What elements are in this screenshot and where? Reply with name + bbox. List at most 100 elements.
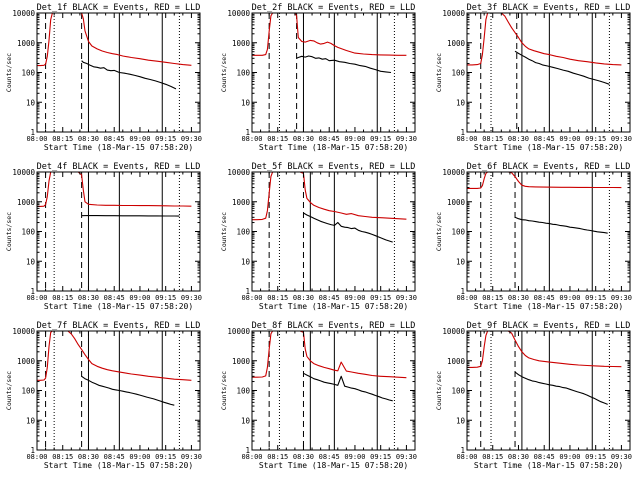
y-tick-label: 10: [456, 416, 466, 425]
y-axis-label: Counts/sec: [220, 212, 228, 251]
lld-series-line: [252, 12, 407, 56]
x-tick-label: 09:30: [181, 135, 202, 143]
x-tick-label: 08:30: [293, 135, 314, 143]
x-tick-label: 09:30: [396, 294, 417, 302]
x-tick-label: 08:15: [267, 294, 288, 302]
detector-panel-4: Det_4f BLACK = Events, RED = LLD 1 10 100 10…: [5, 162, 202, 311]
events-series-line: [514, 216, 608, 234]
y-tick-label: 100: [236, 387, 250, 396]
x-tick-label: 08:45: [534, 294, 555, 302]
x-tick-label: 09:30: [611, 294, 632, 302]
y-tick-label: 100: [21, 228, 35, 237]
y-tick-label: 1000: [232, 39, 251, 48]
y-tick-label: 10000: [12, 9, 35, 18]
x-tick-label: 08:00: [456, 294, 477, 302]
lld-series-line: [467, 330, 622, 368]
x-tick-label: 08:30: [508, 453, 529, 461]
panel-title: Det_3f BLACK = Events, RED = LLD: [467, 3, 631, 13]
x-axis-label: Start Time (18-Mar-15 07:58:20): [474, 302, 623, 311]
y-tick-label: 1: [460, 446, 465, 455]
y-tick-label: 1000: [447, 198, 466, 207]
x-tick-label: 09:00: [344, 294, 365, 302]
lld-series-line: [37, 171, 192, 207]
x-tick-label: 08:00: [241, 453, 262, 461]
y-tick-label: 10000: [227, 168, 250, 177]
panel-title: Det_9f BLACK = Events, RED = LLD: [467, 321, 631, 331]
y-tick-label: 1: [30, 287, 35, 296]
y-tick-label: 1: [245, 128, 250, 137]
y-tick-label: 10000: [442, 327, 465, 336]
y-tick-label: 10000: [227, 9, 250, 18]
x-tick-label: 08:45: [534, 453, 555, 461]
x-tick-label: 08:15: [52, 135, 73, 143]
y-tick-label: 100: [451, 69, 465, 78]
lld-series-line: [37, 330, 192, 381]
x-tick-label: 09:00: [559, 294, 580, 302]
x-axis-label: Start Time (18-Mar-15 07:58:20): [259, 143, 408, 152]
x-tick-label: 09:15: [370, 294, 391, 302]
x-tick-label: 09:15: [155, 453, 176, 461]
events-series-line: [303, 212, 393, 243]
x-tick-label: 08:15: [482, 294, 503, 302]
x-tick-label: 09:15: [370, 453, 391, 461]
x-tick-label: 08:00: [26, 453, 47, 461]
x-tick-label: 08:45: [319, 135, 340, 143]
y-tick-label: 1000: [17, 357, 36, 366]
lld-series-line: [467, 12, 622, 66]
x-tick-label: 08:15: [52, 294, 73, 302]
y-tick-label: 10: [456, 257, 466, 266]
y-tick-label: 100: [236, 69, 250, 78]
y-tick-label: 1000: [232, 198, 251, 207]
x-tick-label: 08:15: [482, 135, 503, 143]
x-tick-label: 09:30: [396, 453, 417, 461]
events-series-line: [81, 60, 177, 90]
y-axis-label: Counts/sec: [5, 371, 13, 410]
y-tick-label: 10000: [442, 168, 465, 177]
x-tick-label: 09:30: [181, 294, 202, 302]
x-tick-label: 08:45: [104, 294, 125, 302]
x-tick-label: 09:00: [129, 294, 150, 302]
y-tick-label: 10: [26, 98, 36, 107]
events-series-line: [514, 50, 610, 85]
y-tick-label: 10000: [442, 9, 465, 18]
events-series-line: [81, 214, 180, 217]
y-tick-label: 10: [241, 98, 251, 107]
x-tick-label: 09:00: [129, 453, 150, 461]
x-tick-label: 08:30: [508, 294, 529, 302]
y-axis-label: Counts/sec: [220, 371, 228, 410]
x-tick-label: 08:00: [456, 135, 477, 143]
y-tick-label: 100: [451, 387, 465, 396]
panel-title: Det_1f BLACK = Events, RED = LLD: [37, 3, 201, 13]
y-axis-label: Counts/sec: [435, 53, 443, 92]
y-tick-label: 100: [21, 69, 35, 78]
panel-title: Det_6f BLACK = Events, RED = LLD: [467, 162, 631, 172]
x-tick-label: 08:00: [456, 453, 477, 461]
x-tick-label: 09:15: [155, 135, 176, 143]
detector-panel-7: Det_7f BLACK = Events, RED = LLD 1 10 100 10…: [5, 321, 202, 470]
x-tick-label: 08:30: [78, 453, 99, 461]
x-tick-label: 08:15: [267, 135, 288, 143]
x-tick-label: 09:30: [396, 135, 417, 143]
x-axis-label: Start Time (18-Mar-15 07:58:20): [259, 461, 408, 470]
events-series-line: [296, 55, 392, 74]
x-axis-label: Start Time (18-Mar-15 07:58:20): [474, 143, 623, 152]
plot-frame: [36, 171, 201, 292]
x-tick-label: 09:00: [344, 135, 365, 143]
x-axis-label: Start Time (18-Mar-15 07:58:20): [44, 302, 193, 311]
x-tick-label: 08:30: [508, 135, 529, 143]
y-tick-label: 100: [21, 387, 35, 396]
x-tick-label: 09:30: [611, 453, 632, 461]
x-tick-label: 08:45: [534, 135, 555, 143]
y-tick-label: 1000: [447, 357, 466, 366]
x-tick-label: 08:15: [52, 453, 73, 461]
plot-frame: [251, 171, 416, 292]
y-tick-label: 100: [451, 228, 465, 237]
detector-panel-9: Det_9f BLACK = Events, RED = LLD 1 10 100 10…: [435, 321, 632, 470]
panel-title: Det_7f BLACK = Events, RED = LLD: [37, 321, 201, 331]
y-axis-label: Counts/sec: [5, 53, 13, 92]
x-tick-label: 08:00: [26, 294, 47, 302]
x-tick-label: 08:30: [293, 294, 314, 302]
x-axis-label: Start Time (18-Mar-15 07:58:20): [44, 461, 193, 470]
